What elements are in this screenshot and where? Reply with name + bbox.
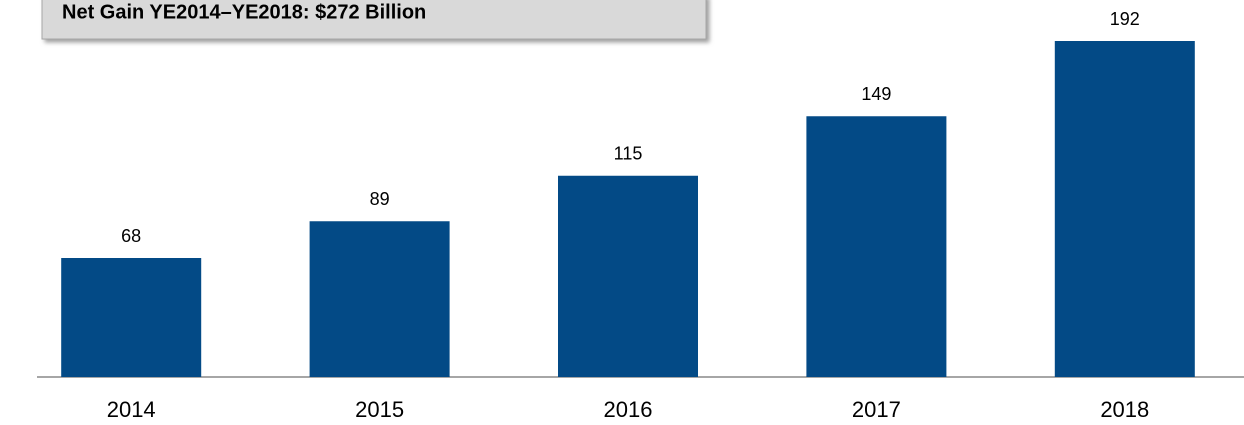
bar (61, 258, 202, 377)
x-tick-label: 2014 (107, 397, 156, 422)
bar (309, 221, 450, 377)
title-box (41, 0, 707, 40)
x-tick-label: 2017 (852, 397, 901, 422)
x-tick-label: 2016 (604, 397, 653, 422)
chart-title: Net Gain YE2014–YE2018: $272 Billion (62, 1, 426, 23)
value-label: 149 (861, 84, 891, 104)
value-label: 68 (121, 226, 141, 246)
x-tick-label: 2015 (355, 397, 404, 422)
bar (558, 175, 698, 377)
bar (806, 116, 947, 377)
value-label: 115 (614, 144, 643, 164)
value-label: 192 (1110, 9, 1140, 29)
value-label: 89 (370, 189, 390, 209)
bar (1054, 41, 1195, 377)
x-tick-label: 2018 (1100, 397, 1149, 422)
